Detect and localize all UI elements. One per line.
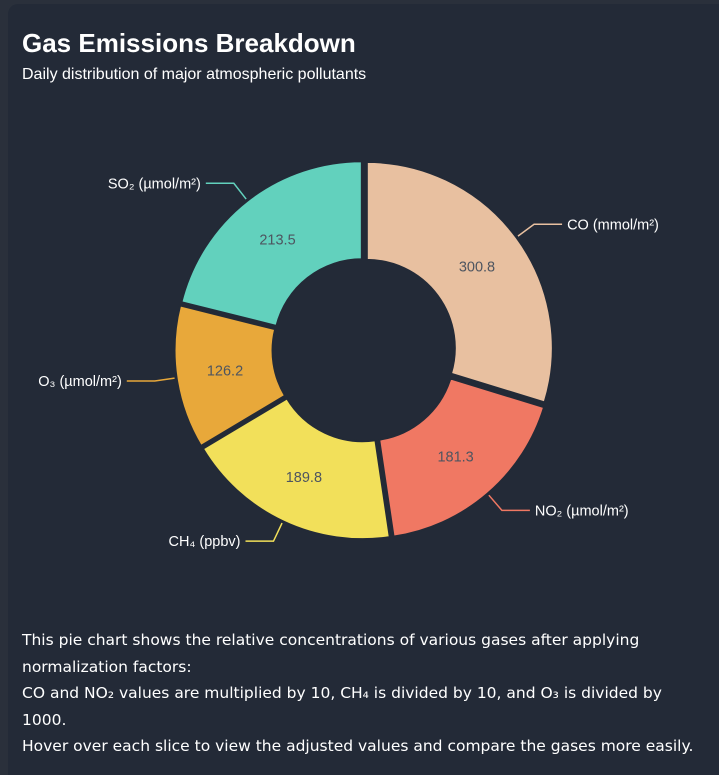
category-label-co: CO (mmol/m²) [567,217,659,233]
category-label-no2: NO₂ (µmol/m²) [535,503,629,519]
chart-card [8,4,719,775]
slice-no2[interactable] [378,377,546,538]
chart-title: Gas Emissions Breakdown [22,28,356,58]
value-label-ch4: 189.8 [286,470,322,486]
value-label-so2: 213.5 [259,232,295,248]
leader-line-no2 [488,494,530,512]
value-label-co: 300.8 [459,259,495,275]
leader-line-co [517,223,563,237]
leader-line-o3 [126,377,175,382]
leader-line-ch4 [245,522,283,542]
donut-chart[interactable]: 300.8 CO (mmol/m²) 181.3 NO₂ (µmol/m²) 189.8… [0,0,719,620]
category-label-ch4: CH₄ (ppbv) [168,534,240,550]
description-line-2: CO and NO₂ values are multiplied by 10, … [22,684,662,729]
category-label-so2: SO₂ (µmol/m²) [108,176,201,192]
description-line-3: Hover over each slice to view the adjust… [22,737,694,755]
chart-subtitle: Daily distribution of major atmospheric … [22,66,367,83]
leader-line-so2 [205,182,247,200]
slice-o3[interactable] [173,304,287,448]
description-line-1: This pie chart shows the relative concen… [22,631,640,676]
slice-co[interactable] [365,160,554,404]
slice-ch4[interactable] [201,397,391,541]
category-label-o3: O₃ (µmol/m²) [38,374,122,390]
chart-description: This pie chart shows the relative concen… [22,627,702,760]
value-label-o3: 126.2 [207,364,243,380]
value-label-no2: 181.3 [437,450,473,466]
slice-so2[interactable] [180,160,363,327]
